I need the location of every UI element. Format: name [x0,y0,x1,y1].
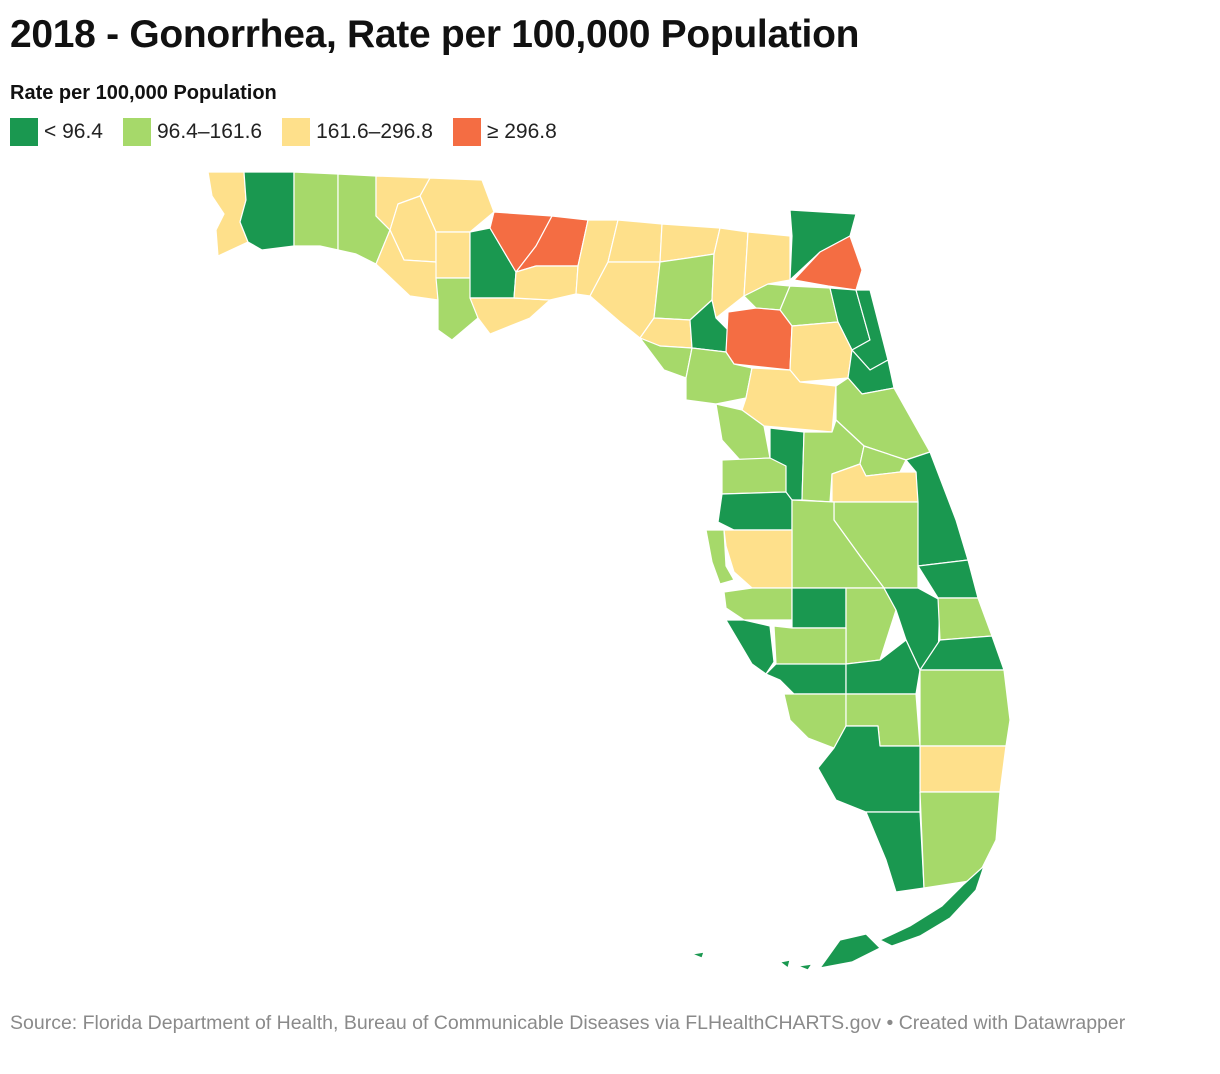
legend-item-mid: 161.6–296.8 [282,118,433,146]
county-pasco[interactable] [717,491,793,531]
county-collier[interactable] [817,725,921,813]
county-monroe-key-west[interactable] [819,933,881,969]
florida-county-map [207,171,1011,971]
legend-label: 96.4–161.6 [156,120,263,143]
legend-label: 161.6–296.8 [316,120,433,143]
legend-swatch [282,118,311,146]
county-santa-rosa[interactable] [239,171,295,251]
county-calhoun[interactable] [435,231,471,279]
county-charlotte[interactable] [765,663,847,695]
county-highlands[interactable] [845,587,897,665]
county-manatee[interactable] [723,587,793,621]
county-wakulla[interactable] [513,265,579,301]
county-hardee[interactable] [791,587,847,629]
legend-item-lowest: < 96.4 [10,118,103,146]
county-madison[interactable] [607,219,663,263]
legend-label: ≥ 296.8 [486,120,557,143]
legend-swatch [10,118,38,146]
legend-swatch [452,118,481,146]
legend-item-low: 96.4–161.6 [122,118,263,146]
county-franklin[interactable] [469,297,551,335]
source-note: Source: Florida Department of Health, Bu… [10,1012,1126,1034]
county-palm-beach[interactable] [919,669,1011,747]
legend-swatch [122,118,151,146]
county-bradford[interactable] [779,285,839,327]
county-monroe-islet-3[interactable] [797,963,813,971]
county-alachua[interactable] [725,307,793,371]
county-desoto[interactable] [773,625,847,667]
county-monroe-mainland[interactable] [865,811,925,893]
county-monroe-islet-2[interactable] [779,959,791,969]
county-st-lucie[interactable] [937,597,993,641]
legend: < 96.4 96.4–161.6 161.6–296.8 ≥ 296.8 [10,118,577,146]
county-monroe-islet-1[interactable] [691,951,705,959]
county-miami-dade[interactable] [919,791,1001,889]
county-okaloosa[interactable] [293,171,339,251]
legend-label: < 96.4 [44,120,103,143]
county-baker[interactable] [743,231,791,297]
county-putnam[interactable] [789,321,853,383]
county-monroe-keys[interactable] [879,865,985,947]
county-columbia[interactable] [711,227,749,319]
chart-title: 2018 - Gonorrhea, Rate per 100,000 Popul… [10,13,860,56]
legend-title: Rate per 100,000 Population [10,82,277,104]
county-hernando[interactable] [721,457,787,495]
county-lee[interactable] [783,693,847,749]
county-broward[interactable] [919,745,1007,793]
county-sarasota[interactable] [725,619,775,675]
legend-item-highest: ≥ 296.8 [452,118,557,146]
